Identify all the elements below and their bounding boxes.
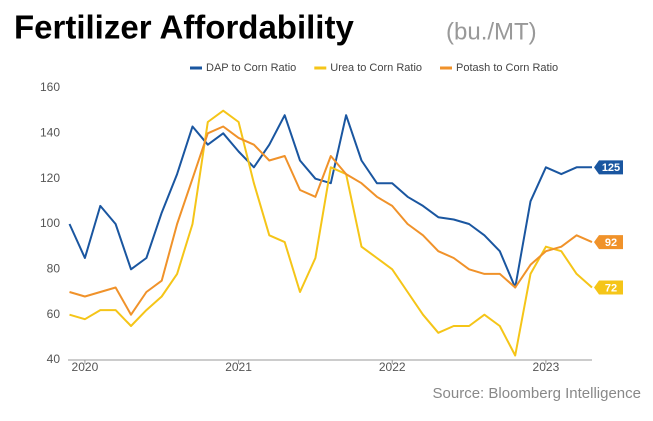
y-tick-label: 60 [47, 307, 61, 321]
x-tick-label: 2021 [225, 360, 252, 374]
end-label: 72 [605, 282, 617, 294]
series-line [69, 109, 593, 357]
end-label: 92 [605, 237, 617, 249]
end-tag [594, 280, 623, 295]
y-tick-label: 80 [47, 262, 61, 276]
legend-label: Urea to Corn Ratio [330, 62, 422, 74]
y-tick-label: 100 [40, 216, 60, 230]
chart-subtitle: (bu./MT) [446, 18, 537, 45]
y-tick-label: 160 [40, 80, 60, 94]
y-tick-label: 40 [47, 352, 61, 366]
series-line [68, 114, 592, 289]
x-tick-label: 2020 [72, 360, 99, 374]
source-note: Source: Bloomberg Intelligence [433, 385, 641, 402]
series-line [69, 125, 593, 316]
x-tick-label: 2023 [533, 360, 560, 374]
x-tick-label: 2022 [379, 360, 406, 374]
chart-title: Fertilizer Affordability [14, 9, 354, 46]
end-label: 125 [602, 162, 620, 174]
legend-label: Potash to Corn Ratio [456, 62, 558, 74]
end-tag [594, 160, 623, 175]
legend-label: DAP to Corn Ratio [206, 62, 296, 74]
end-tag [594, 235, 623, 250]
y-tick-label: 140 [40, 126, 60, 140]
y-tick-label: 120 [40, 171, 60, 185]
